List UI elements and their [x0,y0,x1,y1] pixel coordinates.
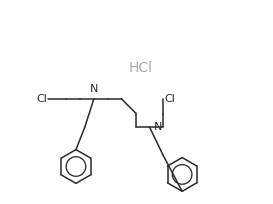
Text: Cl: Cl [36,94,47,104]
Text: Cl: Cl [164,94,175,104]
Text: HCl: HCl [129,61,152,75]
Text: N: N [90,84,98,94]
Text: N: N [154,122,163,132]
